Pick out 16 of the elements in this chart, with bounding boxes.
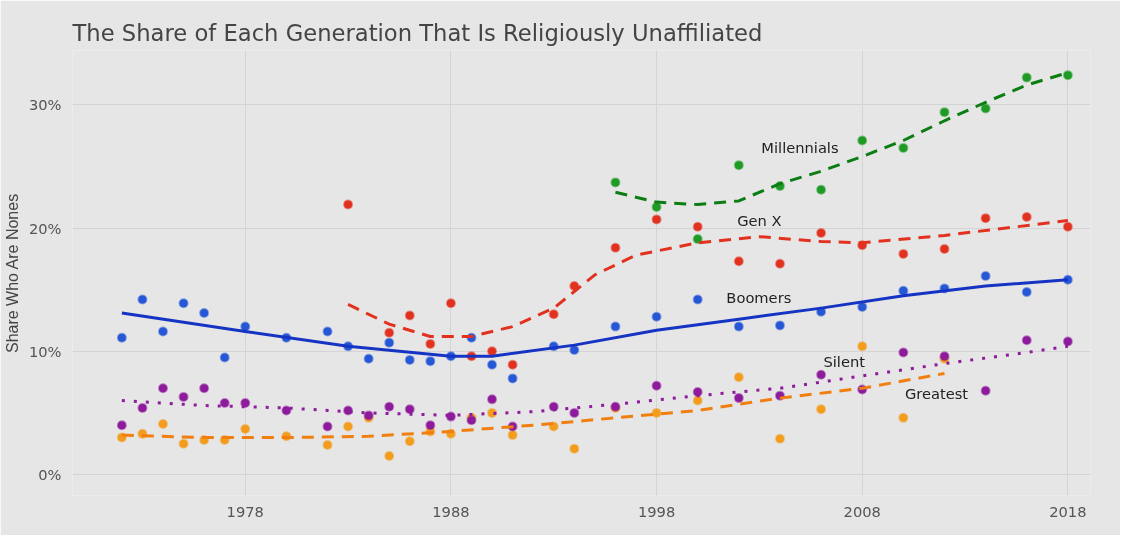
x-tick-label: 2008 [843, 502, 881, 520]
y-axis-title: Share Who Are Nones [3, 193, 21, 354]
chart-title: The Share of Each Generation That Is Religiously Unaffiliated [71, 19, 763, 46]
x-tick-label: 1998 [637, 502, 676, 520]
y-tick-label: 20% [28, 219, 62, 237]
y-tick-label: 10% [28, 342, 62, 360]
series-label: Silent [823, 353, 866, 371]
y-tick-label: 0% [38, 466, 62, 484]
x-tick-label: 2018 [1049, 502, 1087, 520]
x-tick-label: 1988 [432, 502, 470, 520]
x-tick-label: 1978 [226, 502, 264, 520]
series-label: Gen X [737, 212, 782, 230]
series-label: Greatest [904, 384, 969, 402]
series-label: Boomers [726, 288, 792, 306]
y-tick-label: 30% [28, 96, 62, 114]
series-label: Millennials [761, 139, 839, 157]
